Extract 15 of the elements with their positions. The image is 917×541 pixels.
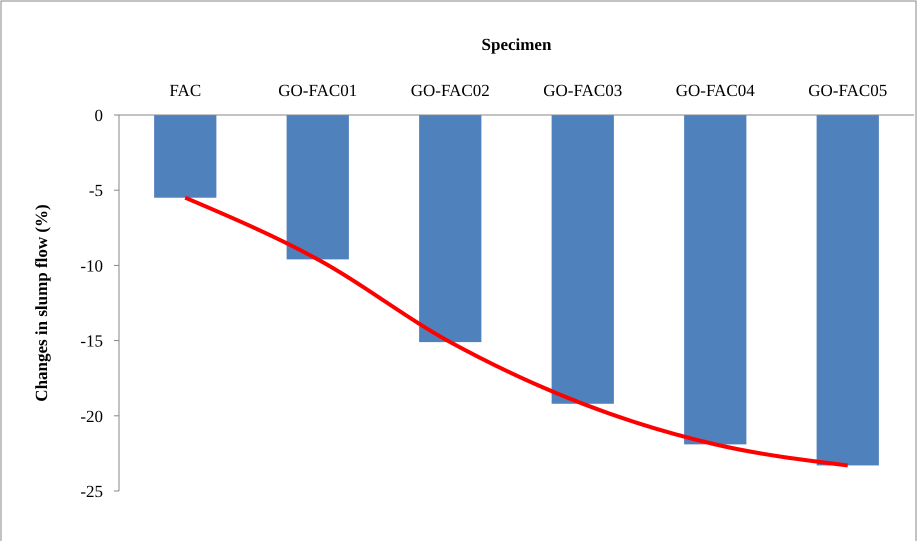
line-series [183, 196, 850, 468]
x-tick-label: GO-FAC05 [808, 81, 888, 100]
y-tick-label: 0 [94, 106, 103, 125]
x-tick-label: GO-FAC04 [676, 81, 756, 100]
y-tick-label: -15 [80, 332, 103, 351]
y-tick-label: -25 [80, 482, 103, 501]
y-tick-label: -10 [80, 256, 103, 276]
x-tick-label: GO-FAC01 [278, 81, 358, 100]
x-axis-title: Specimen [482, 35, 552, 54]
x-tick-label: GO-FAC02 [410, 81, 490, 100]
y-axis-title: Changes in slump flow (%) [32, 204, 51, 402]
x-tick-label: FAC [169, 81, 202, 100]
y-tick-label: -20 [80, 406, 103, 426]
x-tick-label: GO-FAC03 [543, 81, 622, 100]
y-tick-label: -5 [88, 181, 103, 200]
